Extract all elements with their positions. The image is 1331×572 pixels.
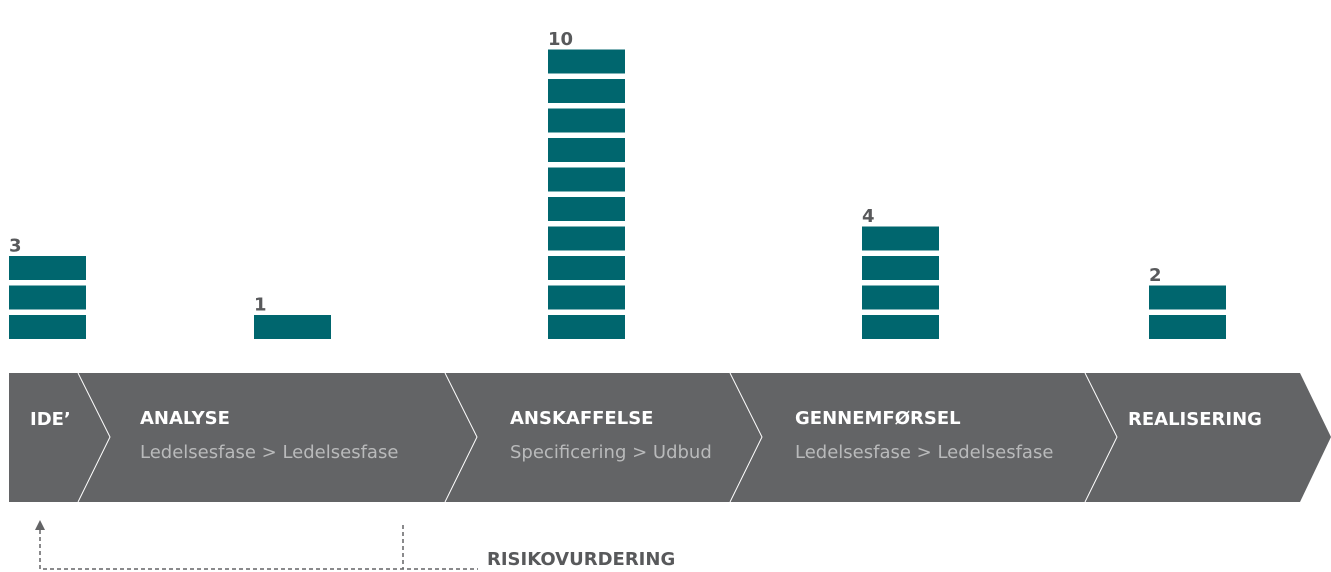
block <box>548 108 625 133</box>
risk-bracket <box>39 525 478 570</box>
phase-title: REALISERING <box>1128 409 1262 430</box>
block <box>548 167 625 192</box>
phase-subtitle: Ledelsesfase > Ledelsesfase <box>140 442 398 463</box>
arrow-head <box>35 520 45 530</box>
phase-subtitle: Specificering > Udbud <box>510 442 712 463</box>
block <box>9 285 86 310</box>
chevron-lines <box>77 372 1118 503</box>
block-stack <box>1149 285 1226 339</box>
block <box>9 256 86 280</box>
block <box>548 79 625 103</box>
block <box>862 285 939 310</box>
block <box>548 285 625 310</box>
block <box>862 315 939 339</box>
phase-title: ANALYSE <box>140 408 230 429</box>
block <box>548 138 625 162</box>
phase-title: ANSKAFFELSE <box>510 408 653 429</box>
block <box>862 256 939 280</box>
block <box>862 226 939 251</box>
value-label: 2 <box>1149 265 1162 286</box>
block <box>548 197 625 221</box>
phase-title: GENNEMFØRSEL <box>795 408 961 429</box>
value-label: 4 <box>862 206 875 227</box>
block-stack <box>548 49 625 339</box>
block <box>1149 315 1226 339</box>
value-label: 10 <box>548 29 573 50</box>
block <box>548 315 625 339</box>
phase-band <box>9 373 1331 502</box>
block <box>254 315 331 339</box>
value-label: 3 <box>9 236 22 257</box>
block <box>548 226 625 251</box>
phase-title: IDE’ <box>30 409 71 430</box>
phase-subtitle: Ledelsesfase > Ledelsesfase <box>795 442 1053 463</box>
block-stack <box>9 256 86 339</box>
block <box>1149 285 1226 310</box>
block <box>548 256 625 280</box>
note: RISIKOVURDERING <box>487 549 675 570</box>
block-stack <box>862 226 939 339</box>
value-label: 1 <box>254 295 267 316</box>
block <box>548 49 625 74</box>
block-stack <box>254 315 331 339</box>
block <box>9 315 86 339</box>
